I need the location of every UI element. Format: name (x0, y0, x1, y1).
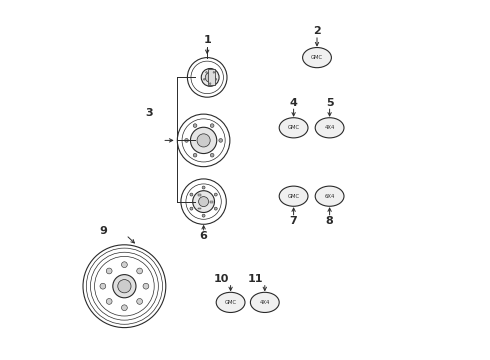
Circle shape (191, 127, 217, 153)
Circle shape (215, 78, 217, 80)
Circle shape (198, 197, 209, 207)
Circle shape (106, 268, 112, 274)
Text: 3: 3 (146, 108, 153, 118)
Circle shape (202, 186, 205, 189)
Circle shape (118, 280, 131, 293)
Text: 4: 4 (290, 98, 297, 108)
Bar (198, 208, 201, 210)
Circle shape (202, 214, 205, 217)
Ellipse shape (216, 292, 245, 312)
Text: 4X4: 4X4 (260, 300, 270, 305)
Ellipse shape (279, 118, 308, 138)
Circle shape (190, 193, 193, 196)
Bar (210, 201, 213, 203)
Text: GMC: GMC (288, 194, 300, 199)
Text: 9: 9 (99, 226, 107, 236)
Circle shape (219, 139, 222, 142)
Text: 7: 7 (290, 216, 297, 226)
Circle shape (214, 193, 217, 196)
Ellipse shape (315, 186, 344, 206)
Circle shape (137, 268, 143, 274)
Text: 4X4: 4X4 (324, 125, 335, 130)
Circle shape (193, 153, 197, 157)
Text: GMC: GMC (311, 55, 323, 60)
Circle shape (190, 207, 193, 210)
Circle shape (206, 72, 207, 73)
Text: 2: 2 (313, 26, 321, 36)
Circle shape (122, 305, 127, 311)
Circle shape (214, 207, 217, 210)
Text: 8: 8 (326, 216, 334, 226)
Circle shape (210, 124, 214, 127)
Text: 6: 6 (199, 231, 208, 241)
Text: GMC: GMC (224, 300, 237, 305)
Text: GMC: GMC (288, 125, 300, 130)
Circle shape (210, 153, 214, 157)
Bar (208, 69, 215, 85)
Ellipse shape (250, 292, 279, 312)
Text: 6X4: 6X4 (324, 194, 335, 199)
Circle shape (209, 83, 211, 85)
Circle shape (213, 72, 215, 73)
Text: 10: 10 (214, 274, 229, 284)
Text: 1: 1 (203, 35, 211, 45)
Circle shape (137, 298, 143, 304)
Circle shape (193, 191, 215, 212)
Ellipse shape (303, 48, 331, 68)
Circle shape (185, 139, 188, 142)
Circle shape (203, 78, 205, 80)
Circle shape (193, 124, 197, 127)
Bar (198, 194, 201, 195)
Text: 11: 11 (248, 274, 264, 284)
Circle shape (122, 262, 127, 267)
Circle shape (100, 283, 106, 289)
Circle shape (197, 134, 210, 147)
Ellipse shape (315, 118, 344, 138)
Ellipse shape (279, 186, 308, 206)
Circle shape (106, 298, 112, 304)
Circle shape (205, 72, 215, 82)
Circle shape (201, 68, 219, 86)
Circle shape (113, 275, 136, 298)
Text: 5: 5 (326, 98, 333, 108)
Circle shape (143, 283, 149, 289)
